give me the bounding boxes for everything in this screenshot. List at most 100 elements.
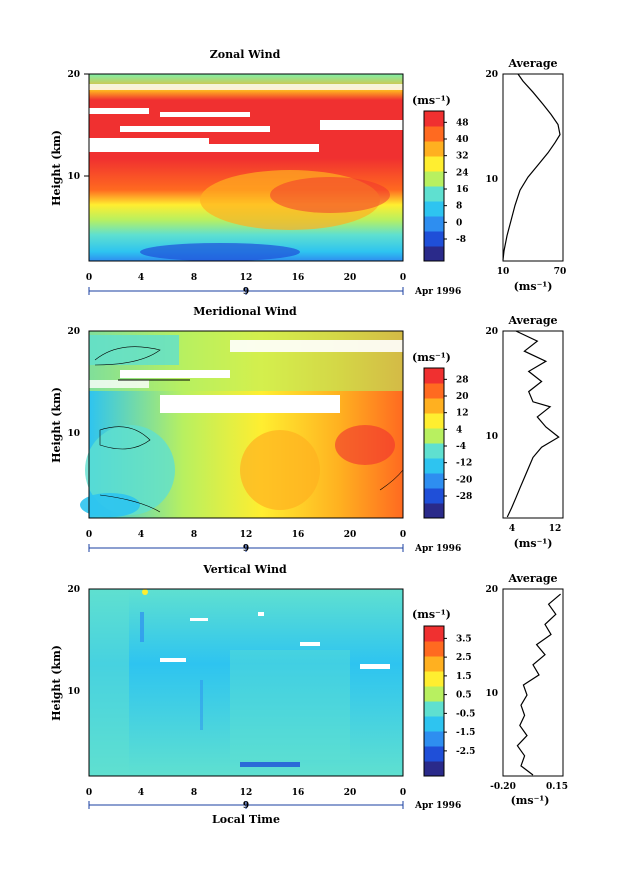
meridional-colorbar-frame (423, 367, 445, 519)
zonal-profile-title: Average (507, 57, 557, 70)
meridional-cbar-unit: (ms⁻¹) (412, 351, 451, 364)
zonal-profile-unit: (ms⁻¹) (514, 280, 553, 293)
meridional-profile-ytick: 20 (485, 327, 498, 337)
zonal-heatmap (89, 74, 403, 261)
zonal-colorbar-swatch (424, 231, 444, 247)
zonal-ytick-10: 10 (67, 172, 80, 182)
meridional-colorbar-level: 28 (456, 375, 469, 385)
vertical-heatmap (89, 589, 403, 776)
zonal-colorbar-swatch (424, 201, 444, 217)
vertical-colorbar-level: -0.5 (456, 709, 475, 719)
meridional-colorbar-swatch (424, 503, 444, 519)
zonal-date-day: 9 (243, 287, 249, 297)
vertical-colorbar-swatch (424, 656, 444, 672)
zonal-colorbar-swatch (424, 246, 444, 262)
zonal-colorbar-frame (423, 110, 445, 262)
vertical-title: Vertical Wind (202, 563, 287, 576)
zonal-colorbar-level: 40 (456, 135, 469, 145)
zonal-colorbar: -8 0 8 16 24 32 40 48 (423, 110, 469, 262)
vertical-colorbar-swatch (424, 716, 444, 732)
meridional-colorbar-swatch (424, 458, 444, 474)
zonal-colorbar-level: 32 (456, 152, 469, 162)
meridional-heatmap (80, 331, 404, 518)
meridional-colorbar-swatch (424, 383, 444, 399)
zonal-xtick: 8 (191, 273, 197, 283)
zonal-cbar-unit: (ms⁻¹) (412, 94, 451, 107)
vertical-profile-xtick: -0.20 (490, 782, 516, 792)
meridional-colorbar-swatch (424, 413, 444, 429)
zonal-xtick: 4 (138, 273, 144, 283)
zonal-colorbar-swatch (424, 216, 444, 232)
meridional-colorbar-swatch (424, 368, 444, 384)
meridional-profile-xtick: 12 (549, 524, 562, 534)
zonal-profile-xtick: 70 (554, 267, 567, 277)
vertical-profile-xtick: 0.15 (546, 782, 568, 792)
meridional-ytick-10: 10 (67, 429, 80, 439)
vertical-colorbar-swatch (424, 761, 444, 777)
zonal-colorbar-level: 48 (456, 118, 469, 128)
meridional-colorbar-level: -12 (456, 459, 472, 469)
zonal-colorbar-level: 0 (456, 218, 462, 228)
zonal-colorbar-swatch (424, 126, 444, 142)
vertical-profile-series (516, 593, 561, 776)
vertical-colorbar-level: 3.5 (456, 634, 472, 644)
meridional-xtick: 0 (400, 530, 406, 540)
zonal-xtick: 20 (344, 273, 357, 283)
meridional-xtick: 0 (86, 530, 92, 540)
zonal-xtick: 12 (240, 273, 253, 283)
meridional-colorbar-swatch (424, 443, 444, 459)
meridional-ylabel: Height (km) (50, 387, 63, 463)
vertical-colorbar: -2.5 -1.5 -0.5 0.5 1.5 2.5 3.5 (423, 625, 475, 777)
zonal-title: Zonal Wind (210, 48, 281, 61)
vertical-cbar-unit: (ms⁻¹) (412, 608, 451, 621)
vertical-colorbar-frame (423, 625, 445, 777)
meridional-profile-line (506, 330, 560, 518)
meridional-colorbar-swatch (424, 488, 444, 504)
zonal-colorbar-level: -8 (456, 235, 466, 245)
vertical-xtick: 8 (191, 788, 197, 798)
meridional-colorbar-level: -4 (456, 442, 466, 452)
meridional-xtick: 4 (138, 530, 144, 540)
meridional-colorbar-swatch (424, 428, 444, 444)
meridional-date-label: Apr 1996 (414, 544, 461, 554)
vertical-colorbar-swatch (424, 746, 444, 762)
vertical-xtick: 12 (240, 788, 253, 798)
meridional-profile-unit: (ms⁻¹) (514, 537, 553, 550)
panel-vertical: Vertical Wind 20 10 Height (km) 0 4 8 12… (50, 563, 568, 826)
meridional-ytick-20: 20 (67, 327, 80, 337)
vertical-date-label: Apr 1996 (414, 801, 461, 811)
vertical-colorbar-swatch (424, 626, 444, 642)
zonal-colorbar-swatch (424, 156, 444, 172)
zonal-colorbar-swatch (424, 186, 444, 202)
zonal-profile-line (502, 73, 561, 261)
zonal-xtick: 16 (292, 273, 305, 283)
meridional-title: Meridional Wind (193, 305, 297, 318)
vertical-ylabel: Height (km) (50, 645, 63, 721)
vertical-xlabel: Local Time (212, 813, 280, 826)
zonal-colorbar-level: 16 (456, 185, 469, 195)
vertical-xtick: 20 (344, 788, 357, 798)
meridional-xtick: 12 (240, 530, 253, 540)
zonal-profile-ytick: 20 (485, 70, 498, 80)
zonal-profile-ytick: 10 (485, 175, 498, 185)
meridional-colorbar: -28 -20 -12 -4 4 12 20 28 (423, 367, 472, 519)
vertical-profile-unit: (ms⁻¹) (511, 794, 550, 807)
meridional-profile-title: Average (507, 314, 557, 327)
zonal-colorbar-swatch (424, 111, 444, 127)
zonal-colorbar-level: 8 (456, 202, 462, 212)
vertical-ytick-20: 20 (67, 585, 80, 595)
zonal-date-label: Apr 1996 (414, 287, 461, 297)
vertical-colorbar-level: 2.5 (456, 653, 472, 663)
vertical-colorbar-swatch (424, 731, 444, 747)
meridional-profile-xtick: 4 (509, 524, 515, 534)
meridional-profile-series (506, 330, 560, 518)
vertical-date-day: 9 (243, 801, 249, 811)
vertical-profile-ytick: 10 (485, 689, 498, 699)
vertical-colorbar-level: -2.5 (456, 747, 475, 757)
meridional-colorbar-level: -20 (456, 475, 472, 485)
zonal-ytick-20: 20 (67, 70, 80, 80)
vertical-profile-title: Average (507, 572, 557, 585)
zonal-profile-xtick: 10 (497, 267, 510, 277)
zonal-colorbar-swatch (424, 171, 444, 187)
vertical-colorbar-swatch (424, 686, 444, 702)
